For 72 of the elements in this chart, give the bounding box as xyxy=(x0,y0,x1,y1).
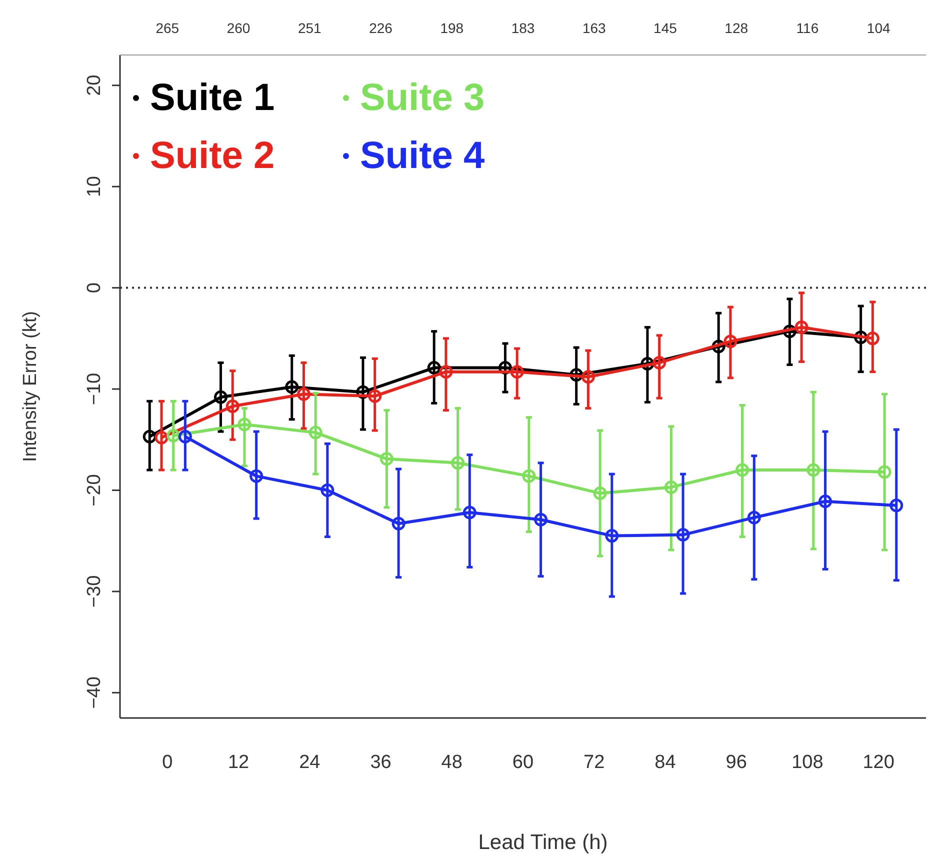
point xyxy=(581,370,595,384)
y-tick-label: −20 xyxy=(84,474,105,506)
point xyxy=(296,387,310,401)
point xyxy=(652,356,666,370)
text: 260 xyxy=(226,20,250,36)
text: 104 xyxy=(866,20,890,36)
text: 145 xyxy=(654,20,678,36)
point xyxy=(664,480,678,494)
text: 183 xyxy=(511,20,535,36)
x-tick-label: 0 xyxy=(162,752,173,773)
point xyxy=(747,510,761,524)
point xyxy=(214,390,228,404)
point xyxy=(605,529,619,543)
point xyxy=(724,334,738,348)
legend-label: Suite 4 xyxy=(360,135,485,177)
x-tick-label: 108 xyxy=(792,752,824,773)
point xyxy=(593,486,607,500)
text: 226 xyxy=(369,20,393,36)
point xyxy=(380,452,394,466)
y-tick-label: −40 xyxy=(84,676,105,709)
text: 198 xyxy=(440,20,464,36)
text: 116 xyxy=(796,20,819,36)
x-tick-label: 36 xyxy=(370,752,392,773)
point xyxy=(250,469,264,483)
point xyxy=(878,465,892,479)
point xyxy=(439,365,453,379)
point xyxy=(890,498,904,512)
x-axis-title: Lead Time (h) xyxy=(478,831,608,854)
point xyxy=(308,426,322,440)
point xyxy=(866,332,880,346)
point xyxy=(226,399,240,413)
legend-label: Suite 1 xyxy=(150,77,275,119)
x-tick-label: 84 xyxy=(654,752,676,773)
point xyxy=(510,365,524,379)
point xyxy=(154,430,168,444)
x-tick-label: 96 xyxy=(726,752,747,773)
point xyxy=(368,389,382,403)
y-tick-label: 10 xyxy=(84,176,105,198)
point xyxy=(142,430,156,444)
y-axis-title: Intensity Error (kt) xyxy=(20,311,41,462)
point xyxy=(178,430,192,444)
x-tick-label: 48 xyxy=(441,752,462,773)
y-tick-label: 20 xyxy=(84,74,105,96)
x-tick-label: 24 xyxy=(299,752,321,773)
text: 251 xyxy=(298,20,322,36)
text: 128 xyxy=(724,20,748,36)
x-tick-label: 12 xyxy=(228,752,250,773)
point xyxy=(238,418,252,432)
point xyxy=(794,320,808,334)
y-tick-label: −30 xyxy=(84,575,105,608)
point xyxy=(806,463,820,477)
point xyxy=(392,516,406,530)
point xyxy=(522,469,536,483)
x-tick-label: 120 xyxy=(862,752,894,773)
point xyxy=(736,463,750,477)
point xyxy=(285,380,299,394)
point xyxy=(451,456,465,470)
point xyxy=(427,361,441,375)
point xyxy=(320,484,334,497)
legend-label: Suite 3 xyxy=(360,77,485,119)
x-tick-label: 60 xyxy=(512,752,534,773)
x-tick-label: 72 xyxy=(584,752,605,773)
point xyxy=(676,528,690,542)
point xyxy=(462,506,476,520)
y-tick-label: 0 xyxy=(84,282,105,294)
text: 163 xyxy=(582,20,606,36)
point xyxy=(166,428,180,442)
y-tick-label: −10 xyxy=(84,372,105,406)
legend-label: Suite 2 xyxy=(150,135,275,177)
point xyxy=(818,494,832,508)
text: 265 xyxy=(156,20,180,36)
point xyxy=(534,512,548,526)
